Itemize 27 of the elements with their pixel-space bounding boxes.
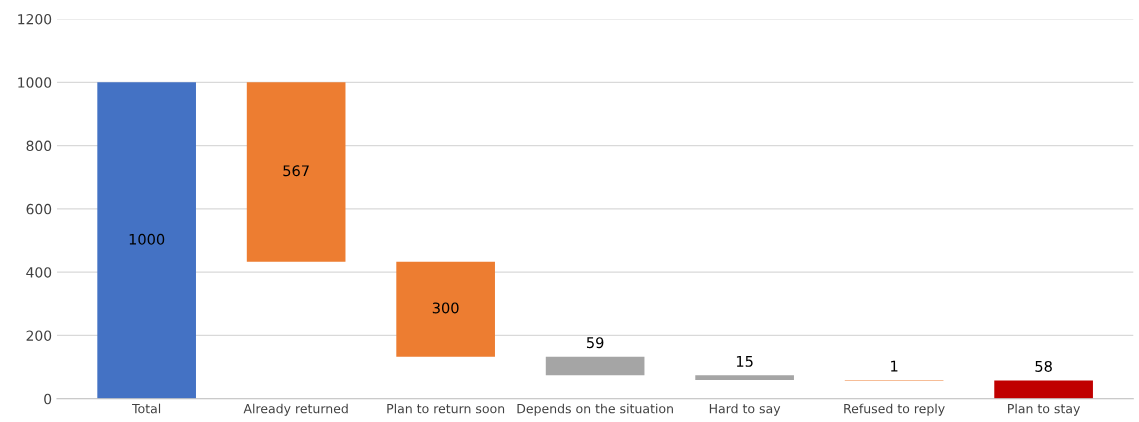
x-tick-label: Already returned bbox=[243, 403, 348, 416]
y-tick-label: 400 bbox=[26, 267, 52, 278]
y-tick-label: 1200 bbox=[18, 13, 52, 25]
data-label: 1000 bbox=[129, 233, 165, 245]
data-label: 59 bbox=[586, 337, 604, 349]
data-label: 58 bbox=[1035, 360, 1052, 372]
bar bbox=[994, 380, 1093, 399]
bar bbox=[97, 82, 196, 399]
bar bbox=[695, 375, 794, 381]
x-tick-label: Depends on the situation bbox=[517, 403, 673, 416]
y-tick-label: 800 bbox=[26, 140, 52, 152]
y-tick-label: 0 bbox=[44, 393, 52, 405]
bar bbox=[396, 261, 495, 357]
data-label: 300 bbox=[432, 302, 459, 314]
data-label: 1 bbox=[891, 360, 898, 372]
x-tick-label: Plan to stay bbox=[1008, 403, 1081, 416]
y-tick-label: 1000 bbox=[18, 77, 52, 88]
bar bbox=[545, 356, 645, 376]
x-tick-label: Hard to say bbox=[709, 403, 781, 416]
x-tick-label: Refused to reply bbox=[844, 403, 945, 416]
x-tick-label: Plan to return soon bbox=[387, 403, 505, 414]
bar bbox=[246, 82, 346, 262]
y-tick-label: 200 bbox=[26, 330, 52, 341]
x-tick-label: Total bbox=[132, 403, 161, 414]
data-label: 567 bbox=[283, 165, 309, 177]
data-label: 15 bbox=[736, 356, 753, 367]
y-tick-label: 600 bbox=[26, 203, 52, 215]
